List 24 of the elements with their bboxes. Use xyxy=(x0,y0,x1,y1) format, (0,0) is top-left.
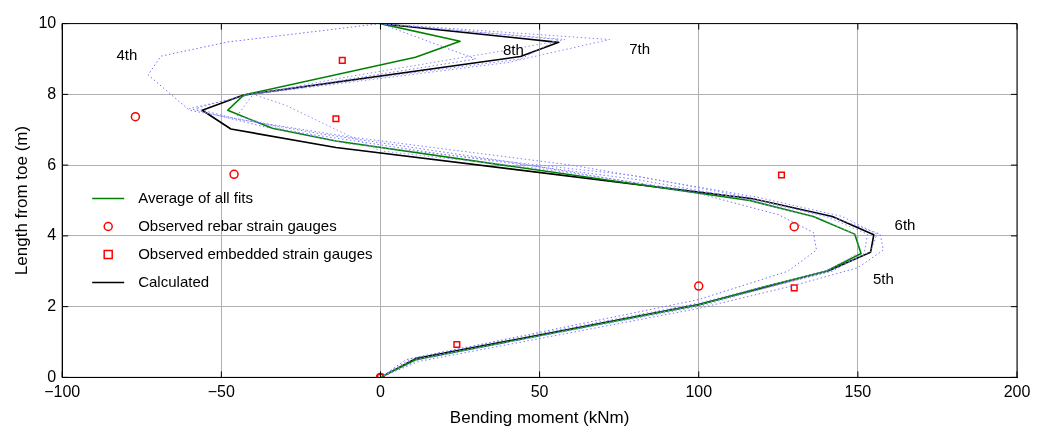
y-axis-title: Length from toe (m) xyxy=(11,125,31,276)
y-tick-label: 10 xyxy=(38,14,57,32)
legend-label: Observed rebar strain gauges xyxy=(138,216,337,234)
y-tick-label: 2 xyxy=(47,297,57,315)
series-label: 6th xyxy=(894,216,916,234)
x-tick-label: 100 xyxy=(685,383,713,401)
series-label: 4th xyxy=(116,46,138,64)
legend-label: Average of all fits xyxy=(138,188,253,206)
series-label: 5th xyxy=(872,270,894,288)
y-tick-label: 8 xyxy=(47,84,57,102)
x-tick-label: −50 xyxy=(207,383,235,401)
x-tick-label: 150 xyxy=(844,383,872,401)
y-tick-label: 4 xyxy=(47,226,57,244)
x-tick-label: 200 xyxy=(1003,383,1031,401)
legend-label: Calculated xyxy=(138,272,210,290)
x-tick-label: −100 xyxy=(44,383,81,401)
series-label: 8th xyxy=(502,40,524,58)
legend-label: Observed embedded strain gauges xyxy=(138,244,373,262)
x-tick-label: 0 xyxy=(376,383,386,401)
series-label: 7th xyxy=(629,39,651,57)
x-axis-title: Bending moment (kNm) xyxy=(449,408,630,428)
y-tick-label: 6 xyxy=(47,155,57,173)
x-tick-label: 50 xyxy=(530,383,549,401)
y-tick-label: 0 xyxy=(47,367,57,385)
